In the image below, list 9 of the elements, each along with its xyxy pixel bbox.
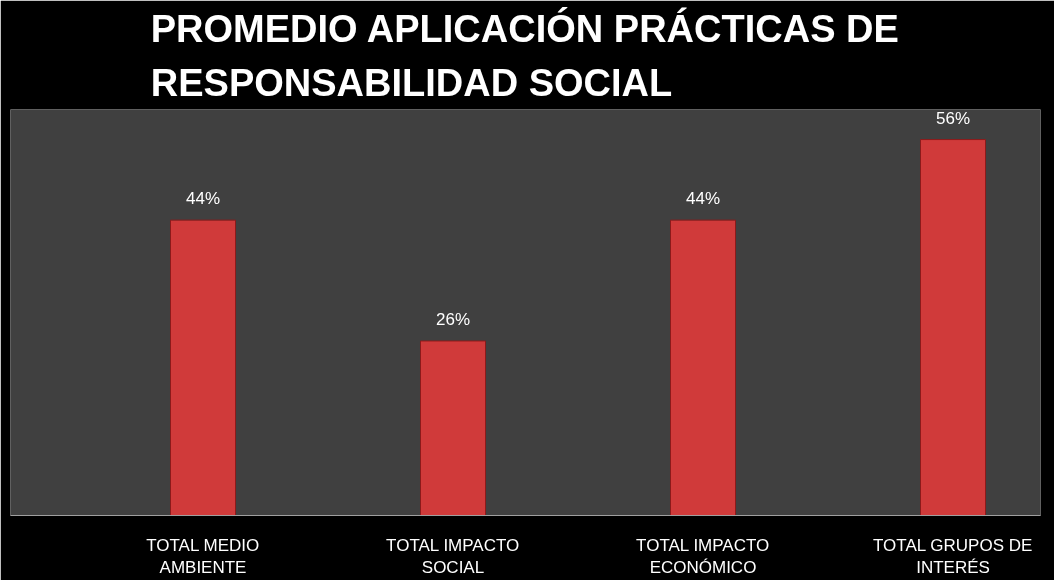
data-label: 56% xyxy=(935,108,971,128)
x-tick-label: TOTAL IMPACTO ECONÓMICO xyxy=(636,535,770,578)
x-tick-label: TOTAL IMPACTO SOCIAL xyxy=(386,535,520,578)
chart-title: PROMEDIO APLICACIÓN PRÁCTICAS DE RESPONSABILIDAD SOCIAL xyxy=(150,6,899,105)
x-tick-label: TOTAL MEDIO AMBIENTE xyxy=(146,535,260,578)
data-label: 44% xyxy=(685,189,721,209)
data-label: 44% xyxy=(185,189,221,209)
x-tick-label: TOTAL GRUPOS DE INTERÉS xyxy=(873,535,1033,578)
data-label: 26% xyxy=(435,309,471,329)
